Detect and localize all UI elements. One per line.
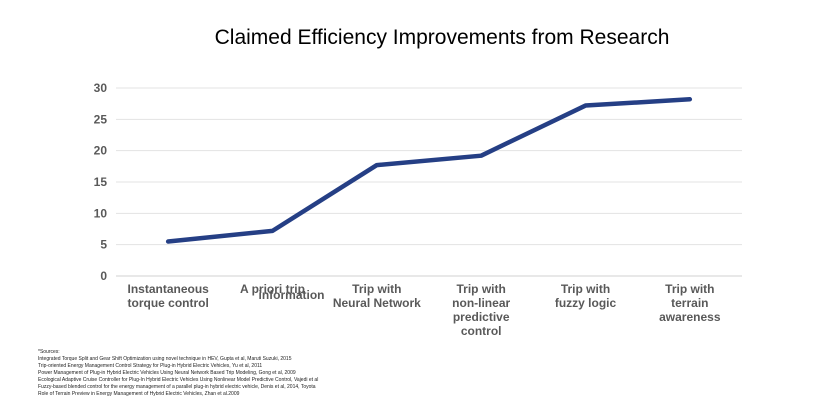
y-tick-label: 20 bbox=[94, 144, 108, 158]
series-line bbox=[165, 97, 693, 244]
sources-heading: *Sources: bbox=[38, 349, 60, 355]
y-tick-label: 10 bbox=[94, 206, 108, 220]
y-tick-label: 30 bbox=[94, 81, 108, 95]
y-tick-label: 25 bbox=[94, 112, 108, 126]
x-tick-label: Trip with terrain awareness bbox=[659, 282, 721, 324]
source-line: Ecological Adaptive Cruise Controller fo… bbox=[38, 377, 319, 383]
chart-title: Claimed Efficiency Improvements from Res… bbox=[214, 26, 670, 49]
y-tick-label: 0 bbox=[100, 269, 107, 283]
source-line: Fuzzy-based blended control for the ener… bbox=[38, 384, 316, 390]
source-line: Role of Terrain Preview in Energy Manage… bbox=[38, 391, 240, 397]
x-tick-label: Trip with fuzzy logic bbox=[555, 282, 617, 310]
x-tick-label: Trip with non-linear predictive control bbox=[452, 282, 510, 338]
source-line: Trip-oriented Energy Management Control … bbox=[38, 363, 263, 369]
y-tick-label: 15 bbox=[94, 175, 108, 189]
x-tick-label: Trip with Neural Network bbox=[333, 282, 421, 310]
x-tick-label: A priori tripinformation bbox=[240, 282, 324, 302]
y-tick-label: 5 bbox=[100, 238, 107, 252]
x-tick-label: Instantaneous torque control bbox=[127, 282, 209, 310]
sources-footnote: *Sources: Integrated Torque Split and Ge… bbox=[38, 349, 458, 398]
source-line: Power Management of Plug-in Hybrid Elect… bbox=[38, 370, 296, 376]
source-line: Integrated Torque Split and Gear Shift O… bbox=[38, 356, 292, 362]
